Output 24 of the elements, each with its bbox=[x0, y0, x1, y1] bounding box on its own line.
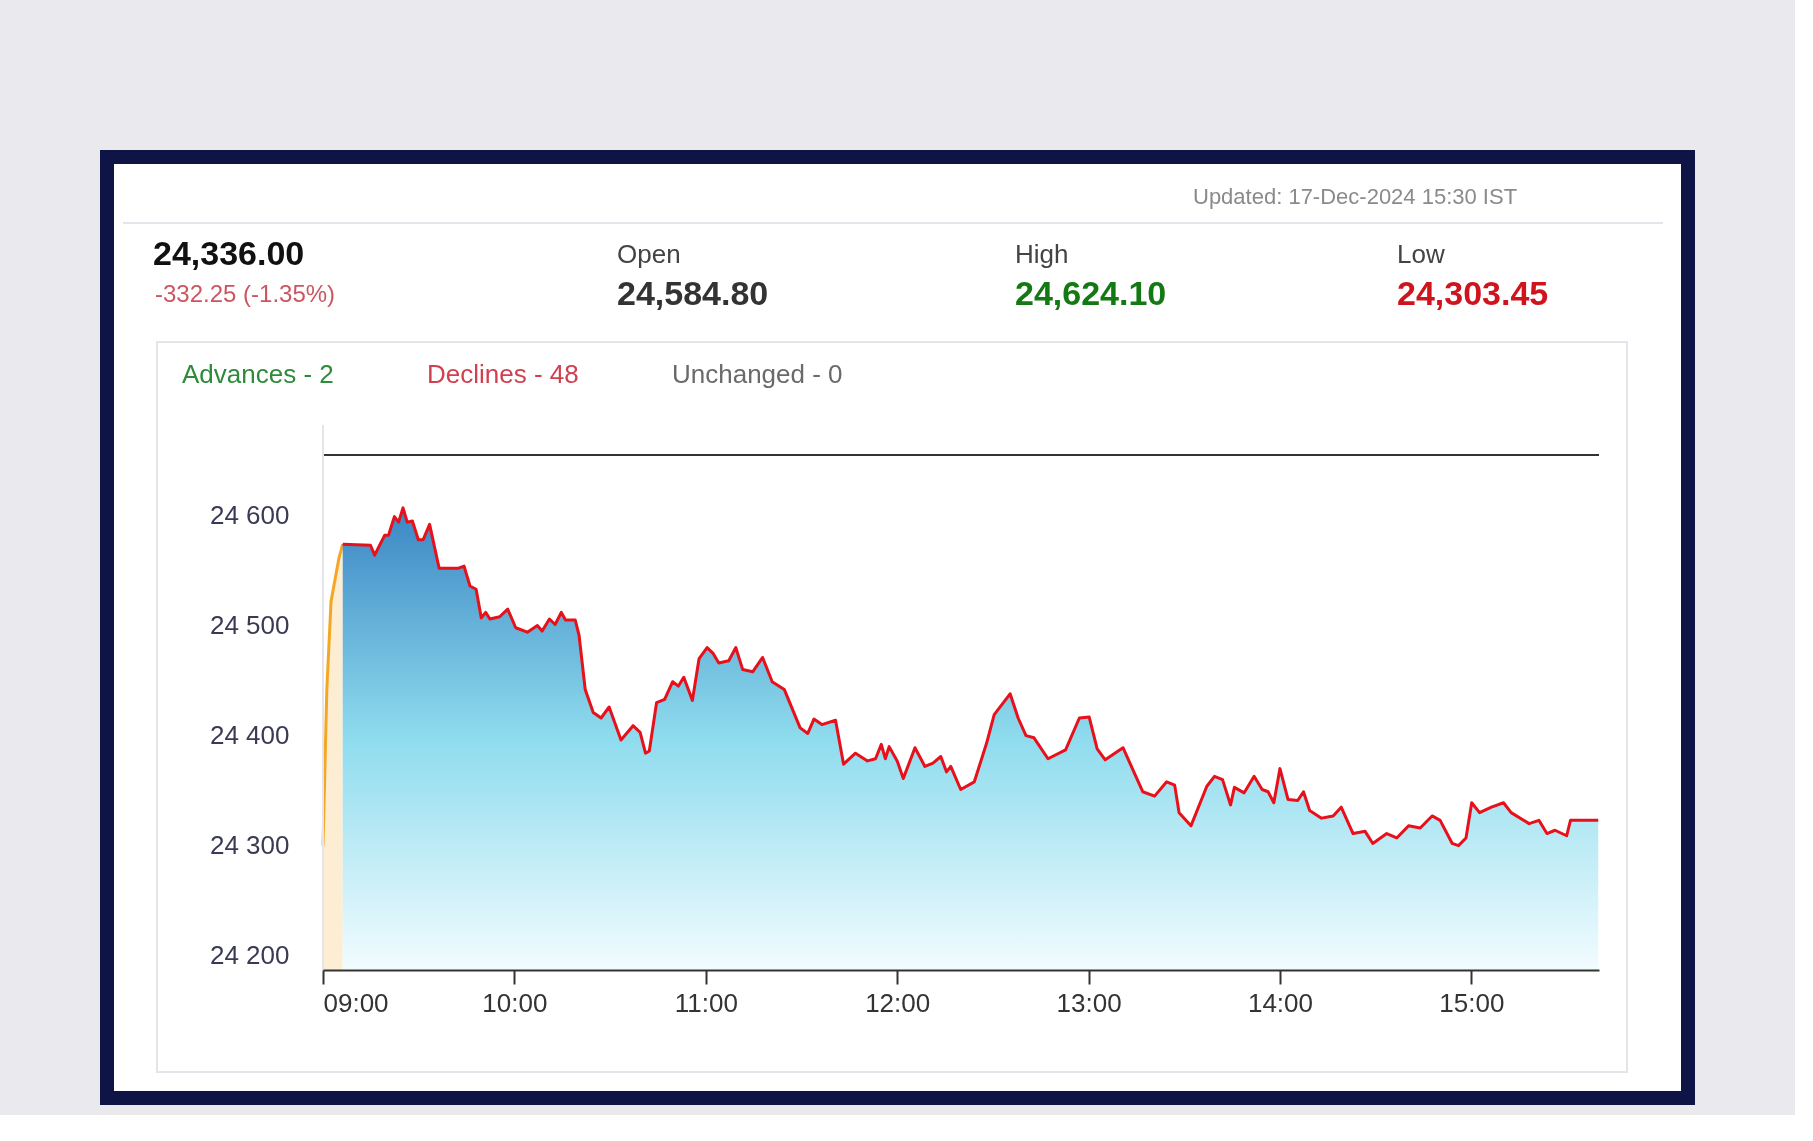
x-tick-label: 11:00 bbox=[674, 987, 738, 1018]
text: 24,336.00 bbox=[153, 234, 305, 272]
x-tick-label: 13:00 bbox=[1056, 987, 1122, 1018]
x-tick-label: 12:00 bbox=[865, 987, 931, 1018]
x-tick-label: 09:00 bbox=[323, 987, 389, 1018]
text: Updated: 17-Dec-2024 15:30 IST bbox=[1193, 184, 1518, 209]
y-tick-label: 24 300 bbox=[209, 830, 290, 861]
x-tick-label: 15:00 bbox=[1439, 987, 1505, 1018]
text: Declines - 48 bbox=[427, 359, 579, 389]
y-tick-label: 24 600 bbox=[209, 500, 290, 531]
text: Low bbox=[1397, 239, 1445, 269]
x-tick-label: 14:00 bbox=[1247, 987, 1313, 1018]
text: Open bbox=[617, 239, 681, 269]
text: 24,624.10 bbox=[1015, 274, 1167, 312]
x-tick-label: 10:00 bbox=[482, 987, 548, 1018]
text: High bbox=[1015, 239, 1069, 269]
y-tick-label: 24 200 bbox=[209, 940, 290, 971]
y-tick-label: 24 500 bbox=[209, 610, 290, 641]
text: 24,303.45 bbox=[1397, 274, 1549, 312]
text: -332.25 (-1.35%) bbox=[155, 280, 336, 307]
text: 24,584.80 bbox=[617, 274, 769, 312]
y-tick-label: 24 400 bbox=[209, 720, 290, 751]
text: Unchanged - 0 bbox=[672, 359, 843, 389]
text: Advances - 2 bbox=[182, 359, 334, 389]
